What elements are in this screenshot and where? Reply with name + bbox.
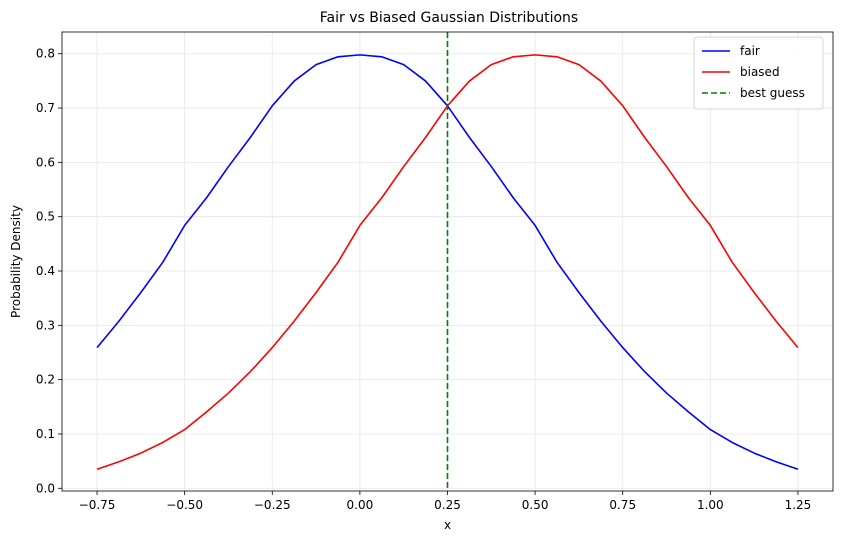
y-tick-label: 0.0	[36, 481, 55, 495]
x-tick-label: −0.50	[166, 498, 203, 512]
x-tick-label: 1.00	[697, 498, 724, 512]
x-axis-label: x	[444, 518, 451, 532]
legend-label-best-guess: best guess	[740, 86, 805, 100]
y-tick-label: 0.8	[36, 47, 55, 61]
y-tick-label: 0.4	[36, 264, 55, 278]
y-tick-label: 0.3	[36, 318, 55, 332]
legend-box	[693, 36, 824, 110]
legend: fair biased best guess	[693, 36, 824, 110]
y-tick-label: 0.6	[36, 155, 55, 169]
y-axis-label: Probability Density	[9, 205, 23, 318]
y-axis-ticks: 0.0 0.1 0.2 0.3 0.4 0.5 0.6 0.7 0.8	[36, 47, 62, 495]
x-tick-label: 0.00	[347, 498, 374, 512]
series-layer	[96, 32, 799, 491]
x-tick-label: −0.75	[79, 498, 116, 512]
legend-label-fair: fair	[740, 44, 760, 58]
x-axis-ticks: −0.75 −0.50 −0.25 0.00 0.25 0.50 0.75 1.00 1.25	[79, 491, 812, 512]
legend-label-biased: biased	[740, 65, 780, 79]
y-tick-label: 0.2	[36, 373, 55, 387]
x-tick-label: 0.75	[609, 498, 636, 512]
y-tick-label: 0.1	[36, 427, 55, 441]
y-tick-label: 0.5	[36, 210, 55, 224]
x-tick-label: 0.50	[522, 498, 549, 512]
chart-title: Fair vs Biased Gaussian Distributions	[320, 10, 578, 26]
x-tick-label: 1.25	[785, 498, 812, 512]
x-tick-label: 0.25	[434, 498, 461, 512]
y-tick-label: 0.7	[36, 101, 55, 115]
x-tick-label: −0.25	[254, 498, 291, 512]
